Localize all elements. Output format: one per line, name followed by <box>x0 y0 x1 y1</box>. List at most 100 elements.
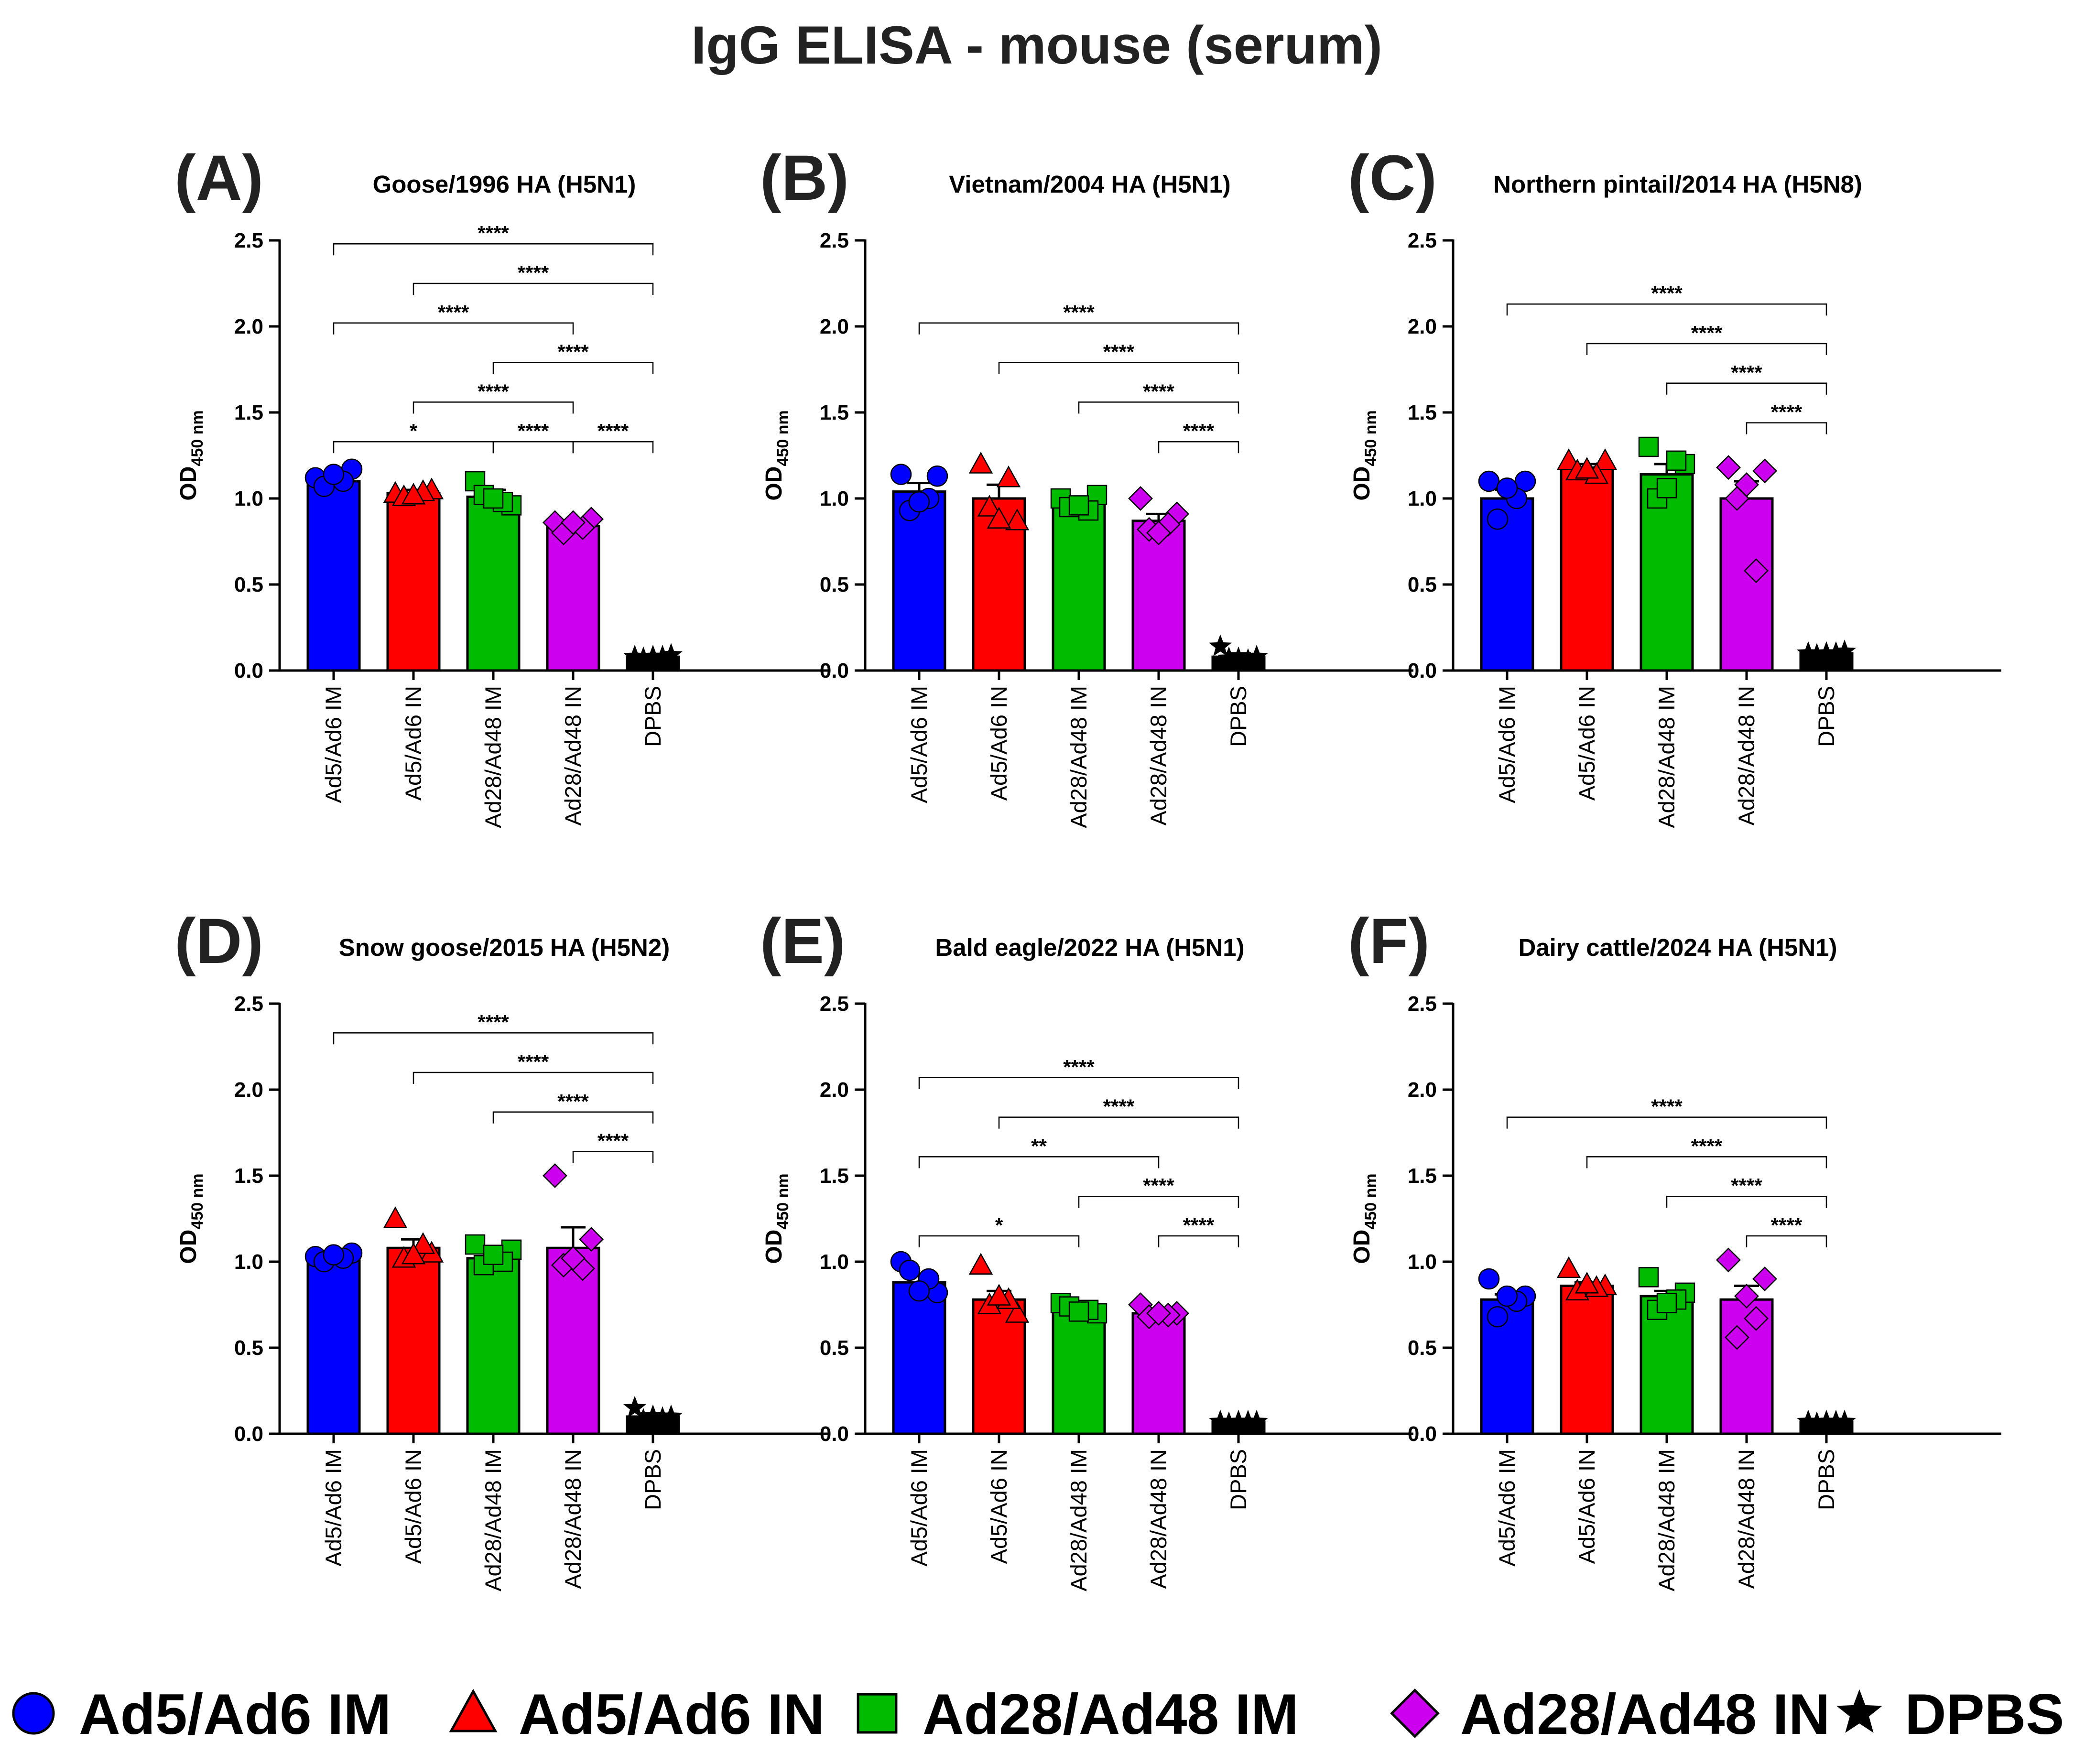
data-point <box>1478 470 1500 492</box>
legend-marker-diamond-icon <box>1390 1688 1440 1738</box>
significance-bracket: **** <box>492 341 654 374</box>
bar <box>1560 1284 1614 1435</box>
bar <box>466 1257 521 1435</box>
bracket-line <box>333 322 574 335</box>
significance-label: **** <box>1731 1174 1762 1197</box>
bracket-line <box>492 441 574 454</box>
bar-group <box>968 452 1030 672</box>
y-axis-label-sub: 450 nm <box>774 1173 792 1229</box>
bar <box>1719 497 1774 672</box>
bracket-line <box>1586 1156 1827 1169</box>
legend-marker-square-icon <box>857 1693 898 1734</box>
y-tick-label: 0.0 <box>820 1422 849 1446</box>
y-tick-label: 0.0 <box>820 659 849 682</box>
bracket-line <box>918 1235 1080 1247</box>
bracket-line <box>1158 1235 1239 1247</box>
y-tick-label: 2.0 <box>820 1078 849 1102</box>
significance-bracket: **** <box>1666 361 1827 395</box>
y-axis-label-sub: 450 nm <box>188 1173 206 1229</box>
bracket-line <box>333 441 494 454</box>
data-point <box>1237 1409 1260 1432</box>
bar-group <box>1638 436 1695 672</box>
significance-label: **** <box>557 1090 589 1113</box>
bar-group <box>623 1396 683 1435</box>
significance-bracket: **** <box>1746 1214 1827 1247</box>
data-point <box>1575 457 1599 479</box>
significance-bracket: **** <box>333 222 654 256</box>
significance-bracket: **** <box>918 1056 1239 1089</box>
category-label: Ad5/Ad6 IN <box>986 1449 1011 1564</box>
data-point <box>977 495 1002 517</box>
panels: (A) Goose/1996 HA (H5N1) 0.0 0.5 1.0 1.5 2.0 2.… <box>174 142 2001 1591</box>
significance-label: **** <box>518 420 549 442</box>
y-tick-label: 2.5 <box>1408 229 1437 252</box>
bar-group <box>1556 1256 1618 1435</box>
bracket-line <box>1666 1195 1827 1208</box>
bar-group <box>465 1234 522 1435</box>
category-label: DPBS <box>1813 1449 1839 1510</box>
y-axis-label-sub: 450 nm <box>1362 410 1380 466</box>
data-point <box>1815 641 1838 663</box>
bar-group <box>1209 1409 1268 1435</box>
significance-label: **** <box>1651 282 1683 304</box>
panel-e: (E) Bald eagle/2022 HA (H5N1) 0.0 0.5 1.0 1.5… <box>760 906 1413 1591</box>
significance-label: **** <box>1731 361 1762 384</box>
category-label: Ad5/Ad6 IN <box>401 1449 426 1564</box>
panel-title: Snow goose/2015 HA (H5N2) <box>339 934 670 961</box>
significance-bracket: **** <box>918 301 1239 335</box>
significance-bracket: **** <box>492 420 574 454</box>
significance-label: **** <box>1103 1095 1135 1118</box>
data-point <box>651 645 674 667</box>
y-axis-label-main: OD <box>761 466 787 501</box>
data-point <box>1217 646 1240 669</box>
panel-d: (D) Snow goose/2015 HA (H5N2) 0.0 0.5 1.0 1.5… <box>174 906 828 1591</box>
data-point <box>1824 1409 1847 1432</box>
significance-label: **** <box>478 1011 509 1033</box>
legend-item: Ad5/Ad6 IN <box>449 1682 825 1746</box>
bracket-line <box>1158 441 1239 454</box>
bar <box>306 1257 361 1435</box>
y-axis-label: OD450 nm <box>761 410 792 500</box>
bracket-line <box>413 282 654 295</box>
panel-letter: (C) <box>1348 142 1437 214</box>
data-point <box>483 488 504 509</box>
bracket-line <box>492 362 654 374</box>
data-point <box>641 645 664 667</box>
significance-bracket: **** <box>572 420 654 454</box>
data-point <box>1068 1301 1089 1322</box>
significance-bracket: **** <box>333 301 574 335</box>
bracket-line <box>333 1032 654 1045</box>
y-tick-label: 2.0 <box>1408 315 1437 338</box>
data-point <box>1666 450 1687 471</box>
y-tick-label: 0.0 <box>1408 1422 1437 1446</box>
data-point <box>1824 641 1847 663</box>
data-point <box>1496 477 1518 499</box>
significance-bracket: **** <box>1666 1174 1827 1208</box>
significance-bracket: **** <box>333 1011 654 1045</box>
bar <box>892 1281 946 1435</box>
significance-bracket: **** <box>413 1050 654 1084</box>
panel-letter: (F) <box>1348 906 1430 977</box>
significance-bracket: * <box>918 1214 1080 1247</box>
data-point <box>899 1259 921 1281</box>
bar-group <box>543 507 604 672</box>
significance-label: **** <box>1103 341 1135 363</box>
bar-group <box>1050 1293 1108 1435</box>
bar-group <box>1128 1292 1189 1435</box>
y-axis-label-main: OD <box>1349 1230 1375 1264</box>
y-tick-label: 1.5 <box>1408 401 1437 424</box>
y-axis-label-main: OD <box>761 1230 787 1264</box>
data-point <box>1496 1285 1518 1307</box>
panel-title: Goose/1996 HA (H5N1) <box>373 171 636 198</box>
legend-item: Ad28/Ad48 IN <box>1390 1682 1830 1746</box>
bar-group <box>968 1253 1030 1435</box>
panel-letter: (D) <box>174 906 263 977</box>
bracket-line <box>572 1151 654 1163</box>
significance-bracket: **** <box>998 341 1239 374</box>
data-point <box>641 1404 664 1427</box>
panel-title: Dairy cattle/2024 HA (H5N1) <box>1518 934 1837 961</box>
y-tick-label: 1.0 <box>1408 1250 1437 1274</box>
significance-label: **** <box>597 1130 629 1152</box>
data-point <box>987 1284 1011 1306</box>
significance-label: **** <box>518 261 549 284</box>
